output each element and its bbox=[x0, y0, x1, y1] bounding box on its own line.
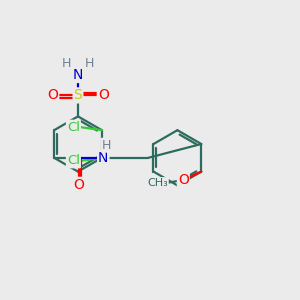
Text: N: N bbox=[73, 68, 83, 82]
Text: Cl: Cl bbox=[67, 154, 80, 167]
Text: H: H bbox=[61, 57, 71, 70]
Text: H: H bbox=[102, 139, 111, 152]
Text: Cl: Cl bbox=[67, 121, 80, 134]
Text: S: S bbox=[74, 88, 82, 102]
Text: O: O bbox=[47, 88, 58, 102]
Text: H: H bbox=[85, 57, 94, 70]
Text: CH₃: CH₃ bbox=[147, 178, 168, 188]
Text: N: N bbox=[98, 151, 109, 165]
Text: O: O bbox=[178, 173, 189, 187]
Text: O: O bbox=[73, 178, 84, 192]
Text: O: O bbox=[98, 88, 109, 102]
